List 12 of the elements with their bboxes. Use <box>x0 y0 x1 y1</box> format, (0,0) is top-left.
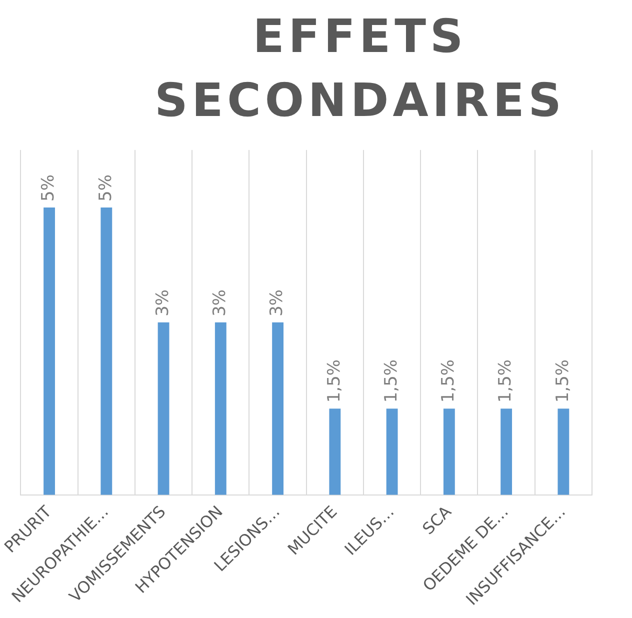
data-label: 1,5% <box>381 359 402 403</box>
data-label: 3% <box>210 289 230 316</box>
data-label: 1,5% <box>552 359 573 403</box>
data-label: 3% <box>267 289 288 316</box>
data-label: 1,5% <box>324 359 344 403</box>
data-label: 1,5% <box>496 359 516 403</box>
data-label: 5% <box>96 174 116 202</box>
data-label: 5% <box>38 174 59 202</box>
data-label: 3% <box>152 289 173 316</box>
data-label: 1,5% <box>438 359 459 403</box>
chart-title: EFFETS SECONDAIRES <box>154 8 566 129</box>
x-tick-label: SCA <box>418 502 455 538</box>
